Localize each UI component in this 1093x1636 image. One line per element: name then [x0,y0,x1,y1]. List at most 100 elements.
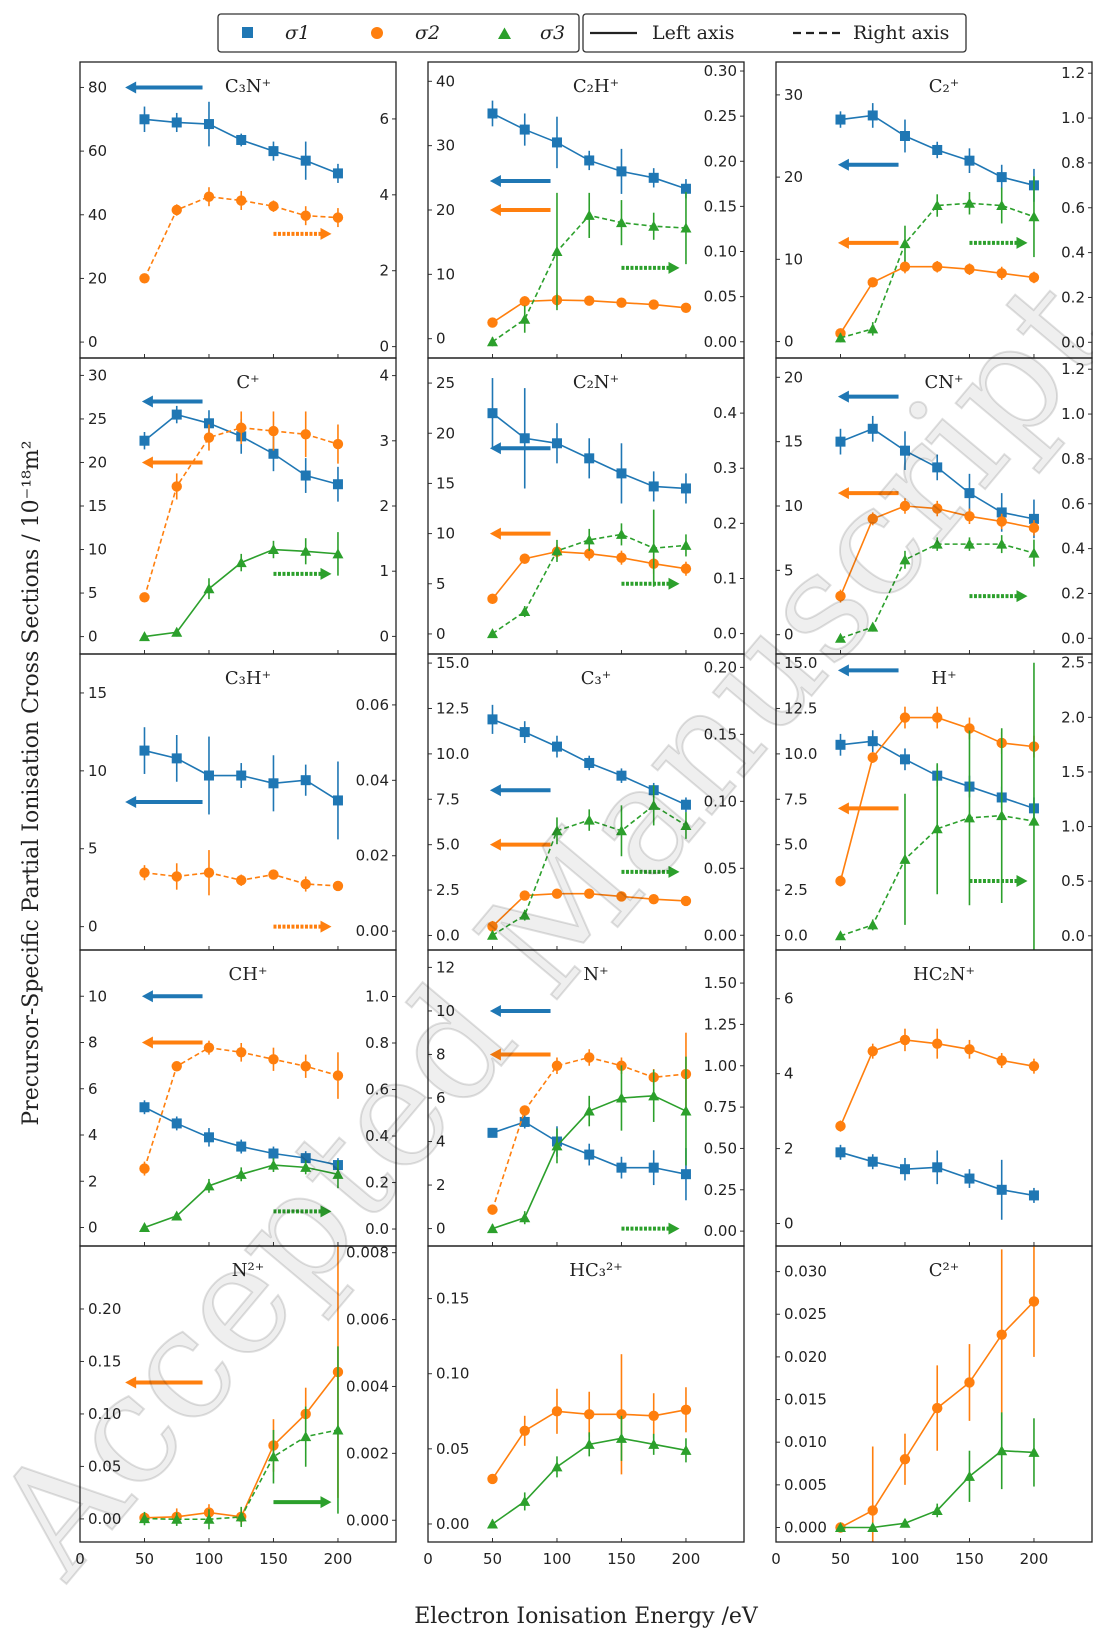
marker-s2 [487,317,498,328]
series-s1 [139,727,343,840]
marker-s3 [680,539,692,550]
marker-s1 [139,745,150,756]
marker-s2 [996,516,1007,527]
left-tick-label: 4 [88,1126,98,1144]
marker-s2 [300,210,311,221]
right-tick-label: 4 [379,186,389,204]
axis-arrow-s1 [141,990,203,1003]
marker-s2 [268,869,279,880]
marker-s1 [867,736,878,747]
left-tick-label: 6 [436,1089,446,1107]
left-tick-label: 60 [88,142,107,160]
right-tick-label: 0.30 [704,62,737,80]
panel-title: HC₃²⁺ [569,1260,622,1281]
series-s3 [486,191,692,347]
right-tick-label: 0.02 [356,847,389,865]
marker-s3 [931,538,943,549]
right-tick-label: 0.004 [346,1377,389,1395]
plot-area [486,1354,692,1529]
arrow-head [489,204,501,216]
plot-area [486,704,692,940]
plot-area [486,378,692,639]
marker-s3 [996,810,1008,821]
arrow-head [320,1496,332,1509]
arrow-head [141,395,153,408]
left-tick-label: 10 [88,762,107,780]
right-tick-label: 0.000 [346,1511,389,1529]
marker-s3 [963,812,975,823]
marker-s1 [300,470,311,481]
marker-s2 [268,1054,279,1065]
legend-label-s3: σ3 [540,22,565,44]
right-tick-label: 1.0 [1061,405,1085,423]
left-tick-label: 5 [784,561,794,579]
panel-13: 0.00 0.05 0.10 0.15 0.20 0.000 0.002 0.004 0.006… [75,1244,397,1568]
axis-arrow-s3 [273,1205,332,1218]
marker-s1 [835,114,846,125]
panel-8: 0.0 2.5 5.0 7.5 10.0 12.5 15.0 0.00 0.05 0.10 0.15… [427,653,745,951]
left-tick-label: 20 [784,168,803,186]
left-tick-label: 0 [436,625,446,643]
right-tick-label: 0.8 [365,1034,389,1052]
marker-s1 [551,137,562,148]
arrow-head [125,1376,137,1389]
series-s3 [834,1412,1040,1532]
y-axis-label: Precursor-Specific Partial Ionisation Cr… [19,440,44,1125]
axis-arrow-s3 [621,865,680,878]
marker-s3 [519,1495,531,1506]
marker-s2 [584,548,595,559]
marker-s1 [996,507,1007,518]
marker-s3 [171,626,183,637]
marker-s2 [899,261,911,272]
series-s3 [834,662,1040,950]
marker-s1 [487,108,498,119]
marker-s3 [332,1424,344,1435]
marker-s2 [203,432,215,443]
marker-s3 [648,1438,660,1449]
panel-title: H⁺ [931,668,956,689]
marker-s3 [583,209,595,220]
series-s2 [487,544,692,605]
axis-arrow-s1 [489,175,551,188]
marker-s1 [171,117,182,128]
panel-2: 0 10 20 30 40 0.00 0.05 0.10 0.15 0.20 0.25 0.30 C₂H… [427,61,745,359]
legend: σ1 σ2 σ3 Left axis Right axis [217,13,967,53]
axis-arrow-s2 [837,802,899,815]
marker-s1 [835,1147,846,1158]
left-tick-label: 0.010 [784,1433,827,1451]
left-tick-label: 8 [88,1034,98,1052]
left-tick-label: 0.15 [88,1352,121,1370]
marker-s2 [996,1329,1007,1340]
marker-s2 [487,921,498,932]
x-tick-label: 200 [324,1550,353,1568]
marker-s2 [519,890,530,901]
marker-s3 [551,545,563,556]
marker-s2 [932,261,943,272]
marker-s3 [332,1168,344,1179]
marker-s2 [139,592,150,603]
plot-area [834,1246,1040,1542]
panel-15: 0.000 0.005 0.010 0.015 0.020 0.025 0.030 0 50 10… [771,1245,1093,1568]
marker-s3 [171,1513,183,1524]
marker-s3 [486,1518,498,1529]
x-tick-label: 200 [1020,1550,1049,1568]
marker-s1 [616,166,627,177]
arrow-head [668,1222,680,1235]
marker-s3 [519,606,531,617]
plot-area [835,1028,1040,1220]
marker-s2 [519,296,530,307]
axis-arrow-s2 [273,227,332,240]
arrow-head [489,175,501,188]
x-tick-label: 150 [955,1550,984,1568]
panel-title: C₃N⁺ [225,76,271,97]
marker-s2 [932,503,943,514]
marker-s2 [171,204,182,216]
left-tick-label: 0.00 [88,1510,121,1528]
marker-s3 [267,1451,279,1462]
left-tick-label: 0.015 [784,1391,827,1409]
axis-arrow-s2 [489,204,551,216]
arrow-head [489,1048,501,1061]
marker-s2 [867,1505,878,1516]
marker-s1 [519,124,530,135]
x-tick-label: 0 [771,1550,781,1568]
